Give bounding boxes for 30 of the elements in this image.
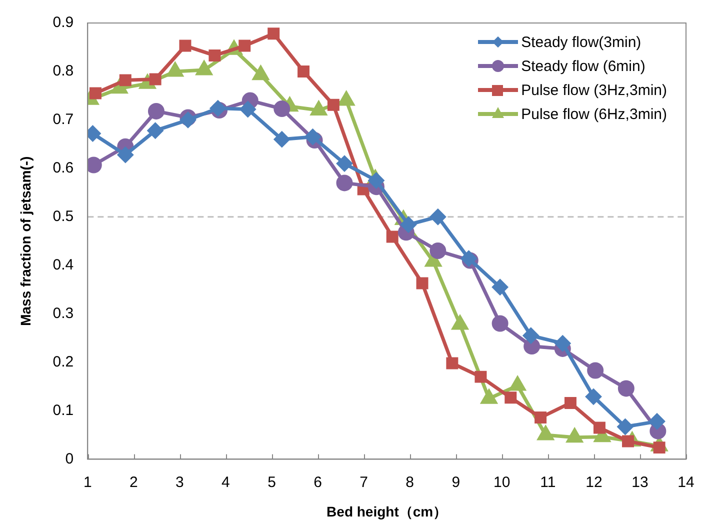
y-tick-label: 0 [65,450,74,468]
x-tick-label: 13 [632,474,648,491]
x-tick-label: 12 [586,474,602,491]
x-tick-label: 11 [540,474,556,491]
y-tick-label: 0.4 [52,256,74,274]
x-tick-label: 4 [222,474,230,491]
x-axis-title: Bed height（cm） [326,503,448,520]
x-tick-label: 9 [452,474,460,491]
x-tick-label: 6 [314,474,322,491]
x-tick-label: 5 [268,474,276,491]
x-tick-label: 14 [678,474,694,491]
y-tick-label: 0.1 [52,402,74,419]
y-tick-label: 0.2 [52,353,74,370]
x-tick-label: 3 [176,474,184,491]
y-tick-label: 0.8 [52,62,74,80]
x-tick-label: 8 [406,474,414,491]
legend-label: Pulse flow (6Hz,3min) [521,106,667,122]
legend-label: Pulse flow (3Hz,3min) [521,82,667,98]
x-tick-label: 10 [494,474,510,491]
x-tick-label: 2 [130,474,138,491]
legend-label: Steady flow (6min) [521,58,646,74]
y-tick-label: 0.3 [52,304,74,322]
y-tick-label: 0.5 [52,208,74,226]
y-tick-label: 0.7 [52,111,74,128]
y-tick-label: 0.6 [52,160,74,177]
x-tick-label: 1 [83,474,92,491]
y-axis-title: Mass fraction of jetsam(-) [17,156,34,326]
y-tick-label: 0.9 [52,14,74,32]
x-tick-label: 7 [360,474,368,491]
legend-label: Steady flow(3min) [521,34,642,50]
